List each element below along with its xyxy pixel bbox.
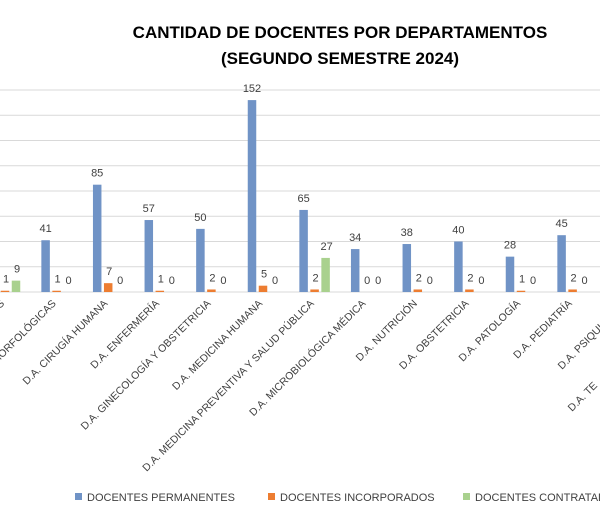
value-label: 28 — [504, 240, 516, 252]
legend-swatch — [75, 493, 82, 500]
chart-subtitle: (SEGUNDO SEMESTRE 2024) — [221, 49, 459, 68]
value-label: 0 — [364, 275, 370, 287]
value-label: 40 — [452, 225, 464, 237]
value-label: 1 — [519, 274, 525, 286]
bar — [402, 244, 412, 292]
bar — [92, 184, 102, 292]
value-label: 27 — [320, 241, 332, 253]
bar — [144, 220, 154, 292]
value-label: 9 — [14, 264, 20, 276]
value-label: 57 — [143, 203, 155, 215]
value-label: 1 — [3, 274, 9, 286]
bar — [247, 100, 257, 292]
value-label: 1 — [158, 274, 164, 286]
value-label: 1 — [55, 274, 61, 286]
value-label: 0 — [375, 275, 381, 287]
x-tick-label: D.A. CIRUGÍA HUMANA — [20, 297, 110, 387]
bar — [41, 240, 50, 292]
value-label: 0 — [530, 275, 536, 287]
value-label: 45 — [555, 218, 567, 230]
value-label: 0 — [427, 275, 433, 287]
bar — [454, 241, 463, 292]
bar — [196, 228, 205, 292]
value-label: 65 — [297, 193, 309, 205]
bar — [103, 283, 113, 292]
value-label: 0 — [582, 275, 588, 287]
value-label: 2 — [467, 272, 473, 284]
x-tick-label: D.A. MEDICINA HUMANA — [170, 298, 265, 393]
chart-title: CANTIDAD DE DOCENTES POR DEPARTAMENTOS — [133, 23, 548, 42]
bar — [155, 290, 165, 292]
bar — [505, 256, 515, 292]
bar — [350, 249, 360, 292]
bar — [310, 289, 319, 292]
legend-label: DOCENTES INCORPORADOS — [280, 492, 435, 504]
bar — [321, 257, 330, 292]
value-label: 2 — [571, 272, 577, 284]
value-label: 2 — [313, 272, 319, 284]
bar — [11, 280, 21, 292]
value-label: 0 — [117, 275, 123, 287]
x-tick-label: D.A. MEDICINA PREVENTIVA Y SALUD PÚBLICA — [140, 297, 317, 474]
value-label: 0 — [478, 275, 484, 287]
value-label: 5 — [261, 269, 267, 281]
bar — [568, 289, 577, 292]
value-label: 0 — [169, 275, 175, 287]
value-label: 2 — [209, 272, 215, 284]
value-label: 38 — [401, 227, 413, 239]
value-label: 0 — [220, 275, 226, 287]
x-tick-label: AS — [0, 298, 7, 316]
x-tick-label: D.A. TE — [566, 380, 600, 414]
bar — [0, 290, 10, 292]
value-label: 41 — [39, 223, 51, 235]
value-label: 85 — [91, 168, 103, 180]
value-label: 0 — [272, 275, 278, 287]
value-label: 152 — [243, 83, 261, 95]
bar — [516, 290, 526, 292]
value-label: 0 — [66, 275, 72, 287]
value-label: 50 — [194, 212, 206, 224]
bar — [52, 290, 61, 292]
value-label: 7 — [106, 266, 112, 278]
x-tick-label: D.A. PSIQUI — [556, 322, 600, 372]
legend-swatch — [268, 493, 275, 500]
legend-label: DOCENTES CONTRATAD — [475, 492, 600, 504]
bar — [258, 285, 268, 292]
bar — [299, 209, 308, 292]
legend-swatch — [463, 493, 470, 500]
value-label: 34 — [349, 232, 361, 244]
bar — [465, 289, 474, 292]
bar — [557, 235, 566, 292]
bar — [413, 289, 423, 292]
bar — [207, 289, 216, 292]
value-label: 2 — [416, 272, 422, 284]
legend-label: DOCENTES PERMANENTES — [87, 492, 235, 504]
